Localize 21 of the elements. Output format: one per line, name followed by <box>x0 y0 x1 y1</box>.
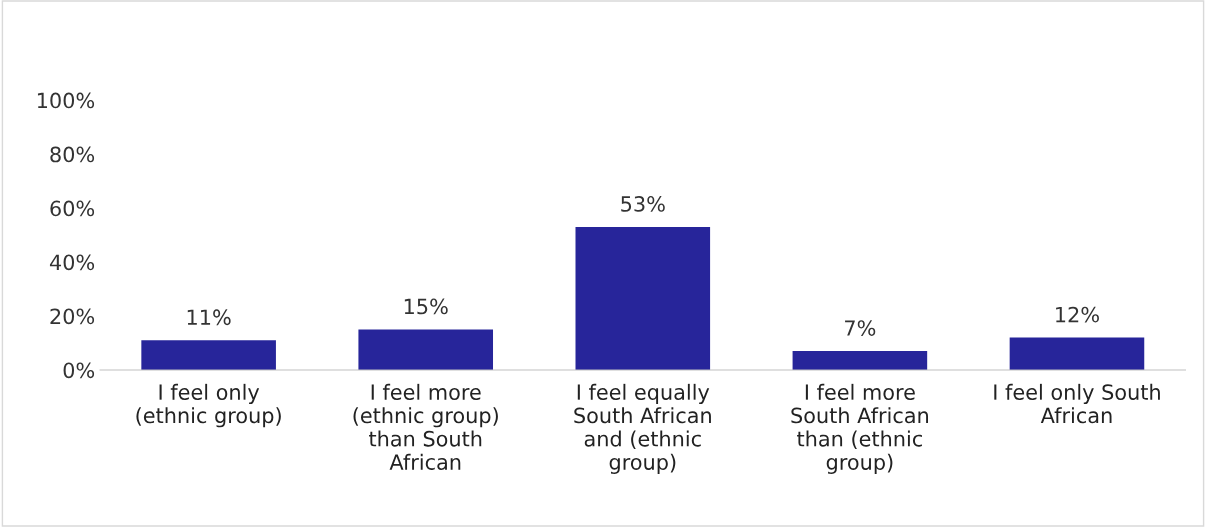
x-tick-label: I feel only South African <box>994 383 1160 424</box>
data-label: 7% <box>845 320 876 336</box>
bar <box>358 329 494 370</box>
data-label: 11% <box>187 309 231 326</box>
x-tick-label: I feel equally South African and (ethnic group) <box>574 383 711 474</box>
y-tick-label: 60% <box>50 200 95 217</box>
bar <box>575 226 711 370</box>
y-tick-label: 20% <box>50 308 95 325</box>
y-tick-label: 80% <box>50 146 95 163</box>
x-tick-label: I feel more South African than (ethnic group) <box>791 383 928 474</box>
y-tick-label: 0% <box>63 362 95 379</box>
data-label: 15% <box>404 298 448 315</box>
y-tick-label: 40% <box>49 254 95 271</box>
data-label: 53% <box>621 196 665 212</box>
bar <box>792 351 928 370</box>
x-tick-label: I feel only (ethnic group) <box>136 383 281 428</box>
bar <box>141 340 276 370</box>
y-tick-label: 100% <box>37 92 95 109</box>
data-label: 12% <box>1056 306 1099 323</box>
bar <box>1009 337 1145 370</box>
x-tick-label: I feel more (ethnic group) than South African <box>353 383 498 470</box>
